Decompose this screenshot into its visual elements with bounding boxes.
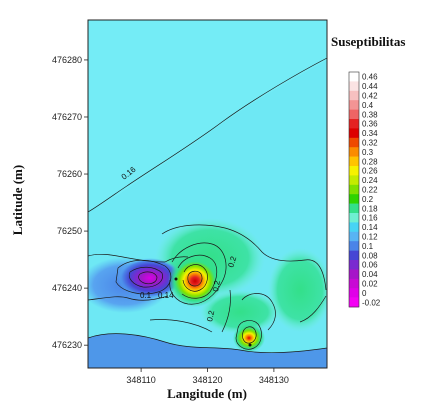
colorbar-swatch: [349, 90, 359, 101]
x-axis: 348110 348120 348130: [126, 368, 289, 385]
contour-lines: [88, 57, 327, 353]
colorbar-swatch: [349, 119, 359, 129]
colorbar-swatch: [349, 288, 359, 298]
colorbar-tick-label: 0.1: [362, 242, 374, 251]
y-tick-label: 76260: [57, 169, 82, 179]
x-tick-label: 348130: [259, 375, 289, 385]
colorbar-tick-label: 0.24: [362, 176, 378, 185]
colorbar-tick-label: 0.18: [362, 204, 378, 213]
plot-area: 0.16 0.2 0.2 0.2 0.1 0.14: [88, 20, 327, 368]
colorbar-tick-label: 0.32: [362, 139, 378, 148]
y-tick-label: 476240: [52, 283, 82, 293]
x-axis-title: Langitude (m): [167, 386, 247, 401]
contour-label-4: 0.1: [140, 291, 152, 300]
y-tick-label: 476270: [52, 112, 82, 122]
colorbar-swatch: [349, 109, 359, 120]
colorbar-swatch: [349, 137, 359, 148]
colorbar-swatch: [349, 231, 359, 242]
colorbar-frame: [348, 71, 360, 308]
x-tick-label: 348110: [126, 375, 155, 385]
colorbar-tick-label: 0.14: [362, 223, 378, 232]
colorbar-swatch: [349, 241, 359, 251]
colorbar-tick-label: 0.34: [362, 129, 378, 138]
y-tick-label: 76250: [57, 226, 82, 236]
y-axis: 476230 476240 76250 76260 476270 476280: [52, 55, 88, 350]
colorbar-tick-label: 0.22: [362, 186, 378, 195]
colorbar-swatch: [349, 81, 359, 92]
green-lobe-right: [268, 248, 327, 332]
colorbar-tick-label: 0.12: [362, 233, 378, 242]
colorbar-tick-label: 0.04: [362, 270, 378, 279]
colorbar-title: Suseptibilitas: [331, 34, 405, 49]
contour-label-1: 0.2: [226, 255, 238, 269]
colorbar-swatch: [349, 203, 359, 214]
data-marker: [248, 343, 252, 347]
colorbar-swatch: [349, 156, 359, 167]
y-tick-label: 476230: [52, 340, 82, 350]
colorbar-swatch: [349, 260, 359, 270]
y-tick-label: 476280: [52, 55, 82, 65]
y-axis-title: Latitude (m): [10, 165, 25, 235]
colorbar-tick-label: 0.26: [362, 167, 378, 176]
colorbar-tick-label: 0.46: [362, 73, 378, 82]
colorbar-swatch: [349, 184, 359, 195]
colorbar-tick-label: 0.44: [362, 82, 378, 91]
green-lobe-lower: [200, 290, 280, 334]
bottom-blue-band: [88, 333, 327, 368]
colorbar: 0.460.440.420.40.380.360.340.320.30.280.…: [348, 71, 381, 308]
colorbar-swatch: [349, 194, 359, 204]
colorbar-tick-label: 0.08: [362, 251, 378, 260]
colorbar-tick-label: 0: [362, 289, 367, 298]
colorbar-swatch: [349, 147, 359, 157]
contour-label-5: 0.14: [158, 291, 174, 300]
colorbar-swatch: [349, 100, 359, 110]
colorbar-tick-label: 0.06: [362, 261, 378, 270]
colorbar-tick-label: -0.02: [362, 298, 381, 307]
colorbar-tick-label: 0.4: [362, 101, 374, 110]
colorbar-swatch: [349, 250, 359, 261]
colorbar-tick-label: 0.02: [362, 280, 378, 289]
colorbar-swatch: [349, 166, 359, 176]
colorbar-tick-label: 0.2: [362, 195, 374, 204]
colorbar-tick-label: 0.28: [362, 157, 378, 166]
colorbar-tick-label: 0.16: [362, 214, 378, 223]
contour-label-3: 0.2: [205, 309, 216, 322]
colorbar-tick-label: 0.36: [362, 120, 378, 129]
colorbar-swatch: [349, 175, 359, 186]
colorbar-tick-label: 0.42: [362, 92, 378, 101]
colorbar-swatch: [349, 297, 359, 308]
x-tick-label: 348120: [192, 375, 222, 385]
colorbar-swatch: [349, 128, 359, 139]
colorbar-swatch: [349, 72, 359, 82]
colorbar-tick-label: 0.38: [362, 110, 378, 119]
data-marker: [174, 277, 178, 281]
colorbar-tick-label: 0.3: [362, 148, 374, 157]
contour-label-2: 0.2: [211, 279, 222, 292]
upper-right-region: [88, 20, 327, 212]
colorbar-swatch: [349, 278, 359, 289]
colorbar-swatch: [349, 269, 359, 280]
colorbar-swatch: [349, 213, 359, 223]
high-anomaly-south: [233, 324, 265, 352]
colorbar-swatch: [349, 222, 359, 233]
